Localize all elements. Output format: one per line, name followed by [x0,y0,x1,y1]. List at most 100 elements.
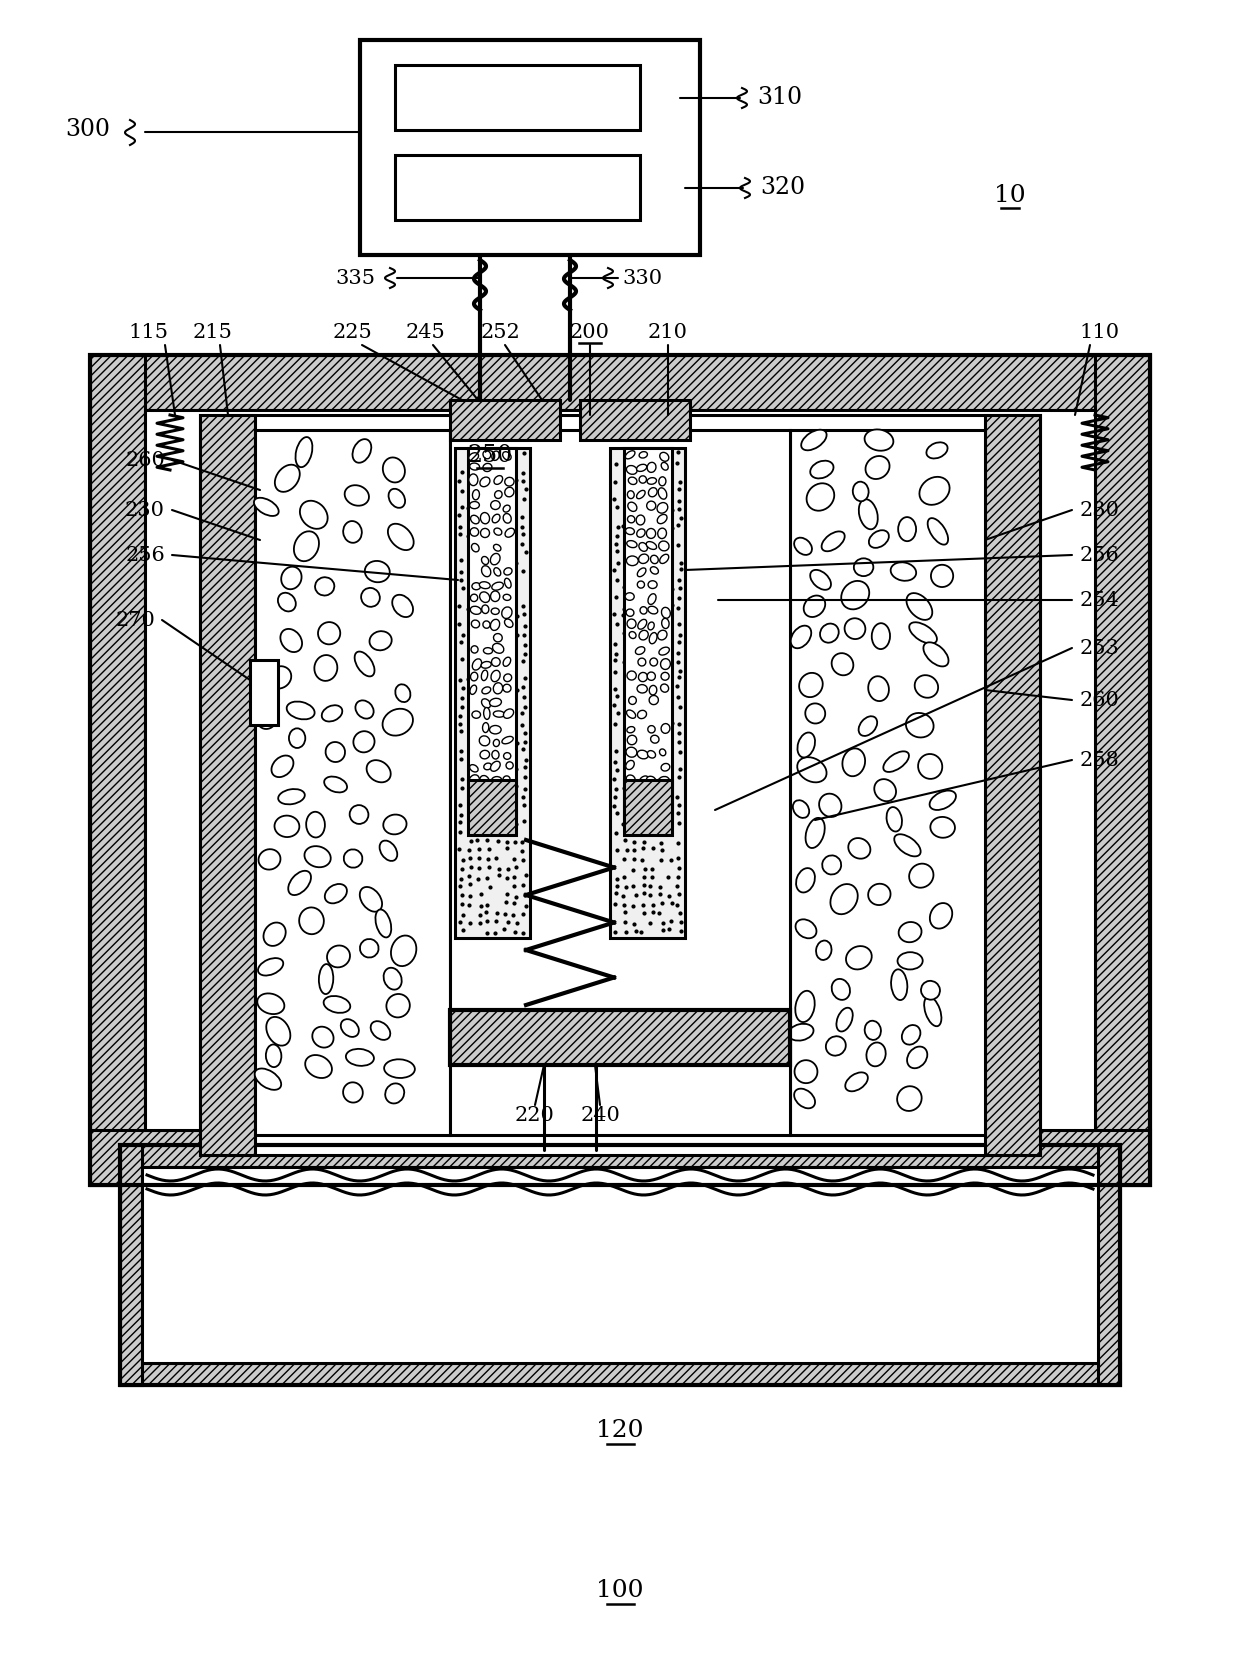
Ellipse shape [392,594,413,618]
Text: 258: 258 [1080,750,1120,770]
Ellipse shape [794,538,812,554]
Ellipse shape [470,528,479,536]
Ellipse shape [490,725,501,734]
Text: 120: 120 [596,1419,644,1441]
Ellipse shape [360,940,378,958]
Ellipse shape [908,1046,928,1069]
Ellipse shape [661,764,670,770]
Ellipse shape [274,815,299,837]
Ellipse shape [382,709,413,735]
Bar [120,1145,1120,1167]
Ellipse shape [360,886,382,911]
Ellipse shape [376,910,392,938]
Ellipse shape [325,885,347,903]
Ellipse shape [629,476,637,485]
Ellipse shape [324,996,350,1013]
Ellipse shape [470,765,479,772]
Ellipse shape [657,515,667,523]
Text: 215: 215 [192,322,232,342]
Text: 250: 250 [467,443,512,466]
Ellipse shape [484,764,491,770]
Ellipse shape [494,528,502,535]
Ellipse shape [629,697,636,704]
Text: 240: 240 [580,1106,620,1124]
Ellipse shape [324,777,347,792]
Ellipse shape [637,657,646,666]
Ellipse shape [254,1069,281,1091]
Ellipse shape [657,503,668,513]
Ellipse shape [901,1024,920,1044]
Bar [200,415,1040,1155]
Ellipse shape [627,491,634,498]
Ellipse shape [627,735,636,745]
Ellipse shape [506,762,513,769]
Ellipse shape [650,686,657,696]
Ellipse shape [494,476,502,485]
Ellipse shape [365,561,389,583]
Ellipse shape [625,528,635,535]
Ellipse shape [491,657,500,666]
Ellipse shape [804,596,826,618]
Ellipse shape [791,626,811,649]
Ellipse shape [822,531,844,551]
Ellipse shape [383,968,402,989]
Ellipse shape [639,631,649,641]
Bar [255,430,450,1135]
Ellipse shape [627,619,636,629]
Ellipse shape [816,941,832,959]
Ellipse shape [503,513,511,523]
Ellipse shape [396,684,410,702]
Ellipse shape [267,1018,290,1046]
Ellipse shape [480,513,490,525]
Ellipse shape [503,505,510,511]
Ellipse shape [295,437,312,466]
Ellipse shape [820,624,838,642]
Ellipse shape [658,541,670,551]
Ellipse shape [806,818,825,848]
Ellipse shape [924,642,949,666]
Ellipse shape [637,750,649,759]
Ellipse shape [346,1049,374,1066]
Ellipse shape [492,583,503,591]
Ellipse shape [805,704,826,724]
Ellipse shape [637,684,647,692]
Ellipse shape [636,490,645,498]
Ellipse shape [639,543,647,551]
Ellipse shape [470,594,477,601]
Ellipse shape [627,671,636,681]
Ellipse shape [326,742,345,762]
Ellipse shape [503,684,511,692]
Ellipse shape [257,993,284,1014]
Ellipse shape [651,554,658,564]
Ellipse shape [480,476,490,486]
Ellipse shape [887,807,901,832]
Ellipse shape [625,593,634,601]
Ellipse shape [491,501,500,510]
Ellipse shape [391,936,417,966]
Ellipse shape [658,647,670,656]
Ellipse shape [658,800,667,810]
Ellipse shape [379,840,397,862]
Ellipse shape [315,656,337,681]
Ellipse shape [480,581,490,589]
Ellipse shape [650,632,657,644]
Ellipse shape [646,777,656,785]
Ellipse shape [657,777,670,787]
Ellipse shape [918,754,942,779]
Ellipse shape [921,981,940,999]
Ellipse shape [388,488,405,508]
Ellipse shape [370,631,392,651]
Bar [91,1130,1149,1185]
Ellipse shape [650,788,658,798]
Ellipse shape [909,622,937,644]
Ellipse shape [492,750,498,759]
Ellipse shape [639,672,647,682]
Ellipse shape [315,578,335,596]
Ellipse shape [503,802,512,812]
Ellipse shape [883,752,909,772]
Ellipse shape [343,850,362,868]
Ellipse shape [288,872,311,895]
Ellipse shape [472,583,481,589]
Ellipse shape [658,488,667,500]
Ellipse shape [649,606,657,614]
